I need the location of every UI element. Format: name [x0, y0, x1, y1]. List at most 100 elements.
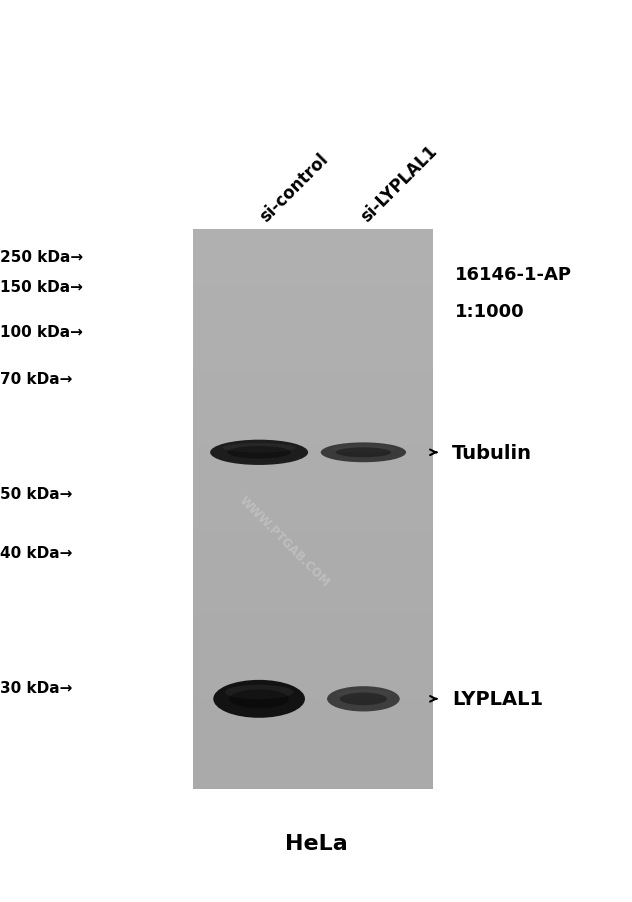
- Bar: [193, 776, 433, 782]
- Bar: [193, 635, 433, 642]
- Bar: [193, 300, 433, 307]
- Text: 100 kDa→: 100 kDa→: [0, 325, 83, 339]
- Bar: [193, 244, 433, 251]
- Ellipse shape: [225, 685, 293, 699]
- Bar: [193, 538, 433, 545]
- Text: HeLa: HeLa: [284, 833, 348, 853]
- Bar: [193, 677, 433, 685]
- Bar: [193, 355, 433, 363]
- Text: 16146-1-AP: 16146-1-AP: [455, 266, 572, 284]
- Bar: [193, 558, 433, 566]
- Ellipse shape: [336, 690, 391, 699]
- Text: 150 kDa→: 150 kDa→: [0, 280, 83, 294]
- Bar: [193, 705, 433, 713]
- Bar: [193, 377, 433, 384]
- Bar: [193, 454, 433, 461]
- Bar: [193, 293, 433, 299]
- Bar: [193, 383, 433, 391]
- Bar: [193, 726, 433, 733]
- Text: 30 kDa→: 30 kDa→: [0, 680, 73, 695]
- Bar: [193, 517, 433, 523]
- Bar: [193, 237, 433, 244]
- Bar: [193, 370, 433, 377]
- Ellipse shape: [213, 680, 305, 718]
- Bar: [193, 230, 433, 237]
- Text: LYPLAL1: LYPLAL1: [452, 689, 543, 709]
- Bar: [193, 349, 433, 356]
- Bar: [193, 530, 433, 538]
- Bar: [193, 782, 433, 789]
- Bar: [193, 761, 433, 769]
- Bar: [193, 426, 433, 433]
- Ellipse shape: [222, 444, 296, 453]
- Bar: [193, 405, 433, 411]
- Bar: [193, 251, 433, 258]
- Bar: [193, 265, 433, 272]
- Bar: [193, 230, 433, 789]
- Bar: [193, 664, 433, 670]
- Text: 50 kDa→: 50 kDa→: [0, 487, 73, 502]
- Bar: [193, 685, 433, 691]
- Bar: [193, 621, 433, 629]
- Bar: [193, 272, 433, 279]
- Bar: [193, 446, 433, 454]
- Bar: [193, 691, 433, 698]
- Bar: [193, 741, 433, 747]
- Bar: [193, 586, 433, 594]
- Bar: [193, 670, 433, 677]
- Bar: [193, 657, 433, 663]
- Bar: [193, 713, 433, 720]
- Text: si-LYPLAL1: si-LYPLAL1: [357, 142, 441, 226]
- Bar: [193, 363, 433, 370]
- Bar: [193, 698, 433, 705]
- Bar: [193, 573, 433, 580]
- Bar: [193, 720, 433, 726]
- Bar: [193, 489, 433, 495]
- Text: 70 kDa→: 70 kDa→: [0, 372, 73, 386]
- Bar: [193, 433, 433, 439]
- Ellipse shape: [229, 689, 289, 709]
- Bar: [193, 769, 433, 776]
- Text: 250 kDa→: 250 kDa→: [0, 250, 83, 264]
- Bar: [193, 551, 433, 558]
- Bar: [193, 279, 433, 286]
- Bar: [193, 419, 433, 426]
- Bar: [193, 391, 433, 398]
- Bar: [193, 747, 433, 754]
- Bar: [193, 411, 433, 419]
- Bar: [193, 642, 433, 649]
- Ellipse shape: [327, 686, 399, 712]
- Bar: [193, 342, 433, 349]
- Bar: [193, 328, 433, 335]
- Text: si-control: si-control: [256, 150, 332, 226]
- Bar: [193, 580, 433, 586]
- Bar: [193, 614, 433, 621]
- Ellipse shape: [340, 693, 387, 705]
- Bar: [193, 335, 433, 342]
- Bar: [193, 258, 433, 265]
- Text: Tubulin: Tubulin: [452, 443, 532, 463]
- Bar: [193, 314, 433, 321]
- Bar: [193, 649, 433, 657]
- Bar: [193, 629, 433, 635]
- Ellipse shape: [331, 446, 396, 453]
- Bar: [193, 502, 433, 510]
- Ellipse shape: [336, 447, 391, 457]
- Bar: [193, 754, 433, 761]
- Bar: [193, 474, 433, 482]
- Bar: [193, 566, 433, 573]
- Bar: [193, 439, 433, 446]
- Bar: [193, 467, 433, 474]
- Bar: [193, 510, 433, 517]
- Ellipse shape: [210, 440, 308, 465]
- Bar: [193, 545, 433, 552]
- Bar: [193, 608, 433, 614]
- Ellipse shape: [320, 443, 406, 463]
- Text: 40 kDa→: 40 kDa→: [0, 546, 73, 560]
- Ellipse shape: [228, 446, 291, 459]
- Bar: [193, 286, 433, 293]
- Bar: [193, 307, 433, 314]
- Bar: [193, 601, 433, 608]
- Bar: [193, 594, 433, 601]
- Bar: [193, 495, 433, 502]
